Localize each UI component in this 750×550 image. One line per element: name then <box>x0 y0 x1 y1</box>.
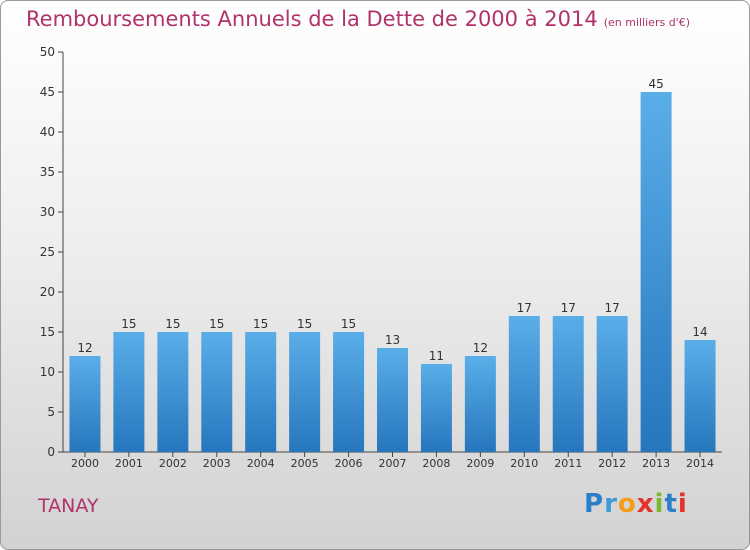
bar-value-label: 15 <box>297 317 312 331</box>
bars: 12 15 15 15 15 15 15 13 11 12 17 17 17 45 14 <box>69 77 716 452</box>
bar-value-label: 13 <box>385 333 400 347</box>
bar-value-label: 15 <box>209 317 224 331</box>
bar <box>157 332 189 452</box>
chart-title: Remboursements Annuels de la Dette de 20… <box>26 7 690 31</box>
y-tick-label: 50 <box>40 45 55 59</box>
proxiti-logo[interactable]: Proxiti <box>584 489 688 519</box>
bar-value-label: 17 <box>517 301 532 315</box>
bar <box>377 348 408 452</box>
bar <box>640 92 672 452</box>
bar <box>333 332 365 452</box>
bar <box>596 316 628 452</box>
x-tick-label: 2002 <box>159 457 187 470</box>
bar-value-label: 17 <box>605 301 620 315</box>
x-tick-label: 2013 <box>642 457 670 470</box>
y-tick-label: 35 <box>40 165 55 179</box>
bar-value-label: 11 <box>429 349 444 363</box>
x-tick-label: 2008 <box>422 457 450 470</box>
bar-value-label: 15 <box>253 317 268 331</box>
x-tick-label: 2000 <box>71 457 99 470</box>
x-tick-label: 2014 <box>686 457 714 470</box>
y-tick-label: 15 <box>40 325 55 339</box>
bar-value-label: 12 <box>77 341 92 355</box>
bar <box>245 332 277 452</box>
y-tick-label: 40 <box>40 125 55 139</box>
bar-value-label: 15 <box>341 317 356 331</box>
x-tick-label: 2005 <box>291 457 319 470</box>
x-tick-label: 2012 <box>598 457 626 470</box>
x-tick-label: 2011 <box>554 457 582 470</box>
bar <box>201 332 233 452</box>
town-name: TANAY <box>38 495 99 517</box>
bar <box>684 340 716 452</box>
x-tick-label: 2004 <box>247 457 275 470</box>
bar-value-label: 17 <box>561 301 576 315</box>
bar-value-label: 15 <box>165 317 180 331</box>
bar <box>69 356 101 452</box>
title-unit: (en milliers d'€) <box>603 16 690 29</box>
x-tick-label: 2003 <box>203 457 231 470</box>
bar <box>289 332 321 452</box>
title-main: Remboursements Annuels de la Dette de 20… <box>26 7 598 31</box>
y-tick-label: 25 <box>40 245 55 259</box>
x-tick-label: 2009 <box>466 457 494 470</box>
y-tick-label: 10 <box>40 365 55 379</box>
bar <box>113 332 145 452</box>
x-tick-label: 2007 <box>379 457 407 470</box>
bar-value-label: 12 <box>473 341 488 355</box>
y-tick-label: 0 <box>47 445 55 459</box>
x-tick-label: 2006 <box>335 457 363 470</box>
y-tick-label: 45 <box>40 85 55 99</box>
bar <box>420 364 452 452</box>
bar-value-label: 14 <box>692 325 707 339</box>
x-tick-label: 2010 <box>510 457 538 470</box>
y-tick-label: 20 <box>40 285 55 299</box>
y-tick-label: 30 <box>40 205 55 219</box>
bar <box>464 356 496 452</box>
bar-value-label: 45 <box>648 77 663 91</box>
bar <box>508 316 540 452</box>
axes: 0 5 10 15 20 25 30 35 40 45 50 2000 2001 2002 2003 2004… <box>40 45 722 470</box>
x-tick-label: 2001 <box>115 457 143 470</box>
y-tick-label: 5 <box>47 405 55 419</box>
bar <box>552 316 584 452</box>
bar-value-label: 15 <box>121 317 136 331</box>
